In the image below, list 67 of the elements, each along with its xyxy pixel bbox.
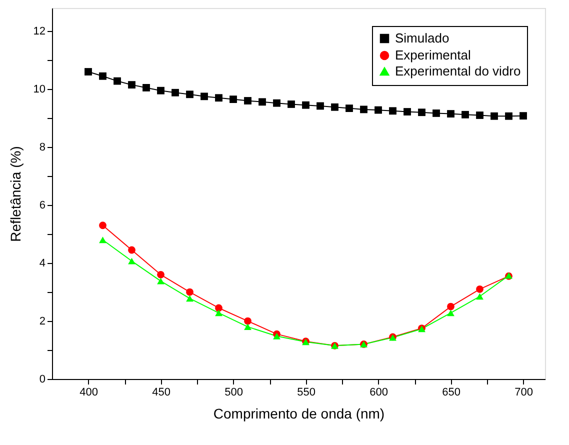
point <box>186 90 194 98</box>
point <box>447 302 454 310</box>
point <box>520 112 527 120</box>
legend-label: Experimental <box>395 48 471 62</box>
point <box>215 94 222 102</box>
point <box>99 72 106 80</box>
point <box>142 84 150 92</box>
point <box>128 258 136 264</box>
point <box>447 110 454 118</box>
point <box>462 110 469 118</box>
point <box>476 112 484 119</box>
point <box>157 86 164 94</box>
point <box>99 222 106 230</box>
y-tick-label: 10 <box>33 84 46 96</box>
point <box>157 278 164 284</box>
x-tick-label: 500 <box>224 386 243 398</box>
point <box>404 108 411 116</box>
point <box>476 293 484 300</box>
y-tick-label: 12 <box>33 26 46 38</box>
point <box>432 110 440 117</box>
x-tick-label: 550 <box>297 386 316 398</box>
point <box>418 108 426 116</box>
point <box>288 100 295 108</box>
point <box>273 99 280 107</box>
point <box>157 270 164 278</box>
legend-label: Simulado <box>395 30 450 46</box>
point <box>114 77 121 85</box>
point <box>186 288 194 296</box>
point <box>128 246 136 254</box>
point <box>215 304 222 312</box>
y-tick-label: 4 <box>39 258 46 270</box>
point <box>447 310 454 316</box>
x-tick-label: 600 <box>370 386 388 398</box>
x-tick-label: 650 <box>442 386 460 398</box>
point <box>490 112 498 120</box>
x-axis-title: Comprimento de onda (nm) <box>213 406 385 422</box>
point <box>273 332 280 340</box>
point <box>230 96 237 104</box>
x-tick-label: 700 <box>514 386 533 398</box>
point <box>505 112 512 120</box>
point <box>389 107 396 115</box>
x-tick-label: 450 <box>152 386 170 398</box>
x-tick-label: 400 <box>80 386 98 398</box>
y-tick-label: 6 <box>39 200 46 212</box>
point <box>84 68 92 76</box>
point <box>244 324 252 330</box>
legend-label: Experimental do vidro <box>395 64 521 78</box>
point <box>128 81 136 89</box>
point <box>476 285 484 293</box>
point <box>200 92 208 100</box>
y-axis-title: Refletância (%) <box>7 146 24 242</box>
point <box>360 106 368 114</box>
y-tick-label: 8 <box>39 142 46 154</box>
point <box>258 98 266 106</box>
point <box>244 97 252 104</box>
point <box>346 104 353 112</box>
point <box>99 236 106 244</box>
y-tick-label: 0 <box>39 374 46 386</box>
y-tick-label: 2 <box>39 316 46 328</box>
point <box>244 317 252 325</box>
point <box>215 310 222 316</box>
point <box>374 106 382 114</box>
point <box>316 102 324 110</box>
point <box>172 88 179 96</box>
point <box>331 103 338 111</box>
point <box>186 295 194 302</box>
point <box>302 101 310 109</box>
